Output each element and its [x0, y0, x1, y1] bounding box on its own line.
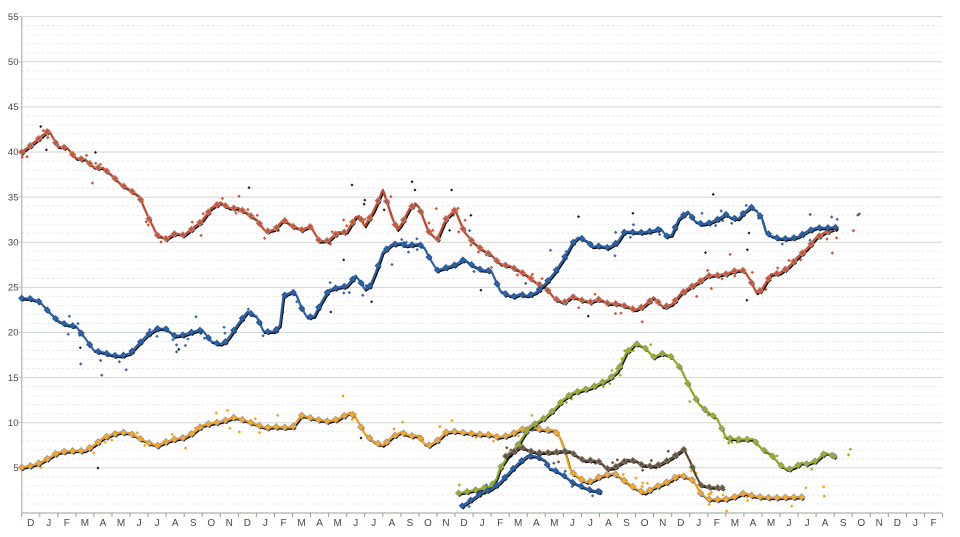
svg-text:O: O [207, 518, 215, 529]
svg-text:M: M [297, 518, 305, 529]
svg-text:J: J [353, 518, 358, 529]
svg-text:F: F [497, 518, 503, 529]
svg-text:A: A [822, 518, 829, 529]
svg-text:J: J [155, 518, 160, 529]
svg-text:J: J [805, 518, 810, 529]
svg-text:M: M [514, 518, 522, 529]
svg-text:30: 30 [8, 237, 19, 248]
svg-text:A: A [533, 518, 540, 529]
svg-text:N: N [659, 518, 666, 529]
svg-text:25: 25 [8, 283, 19, 294]
svg-text:N: N [876, 518, 883, 529]
svg-text:D: D [677, 518, 684, 529]
svg-text:O: O [857, 518, 865, 529]
svg-text:N: N [442, 518, 449, 529]
svg-text:D: D [894, 518, 901, 529]
svg-text:A: A [605, 518, 612, 529]
svg-text:S: S [407, 518, 414, 529]
svg-text:J: J [588, 518, 593, 529]
svg-text:J: J [570, 518, 575, 529]
svg-text:J: J [913, 518, 918, 529]
svg-text:O: O [641, 518, 649, 529]
svg-text:45: 45 [8, 102, 19, 113]
svg-text:F: F [714, 518, 720, 529]
svg-text:J: J [46, 518, 51, 529]
svg-text:D: D [244, 518, 251, 529]
svg-text:40: 40 [8, 147, 19, 158]
svg-text:J: J [696, 518, 701, 529]
svg-text:O: O [424, 518, 432, 529]
svg-text:M: M [731, 518, 739, 529]
svg-text:N: N [226, 518, 233, 529]
svg-text:S: S [190, 518, 197, 529]
svg-text:35: 35 [8, 192, 19, 203]
svg-text:55: 55 [8, 12, 19, 23]
svg-text:D: D [27, 518, 34, 529]
svg-text:S: S [623, 518, 630, 529]
svg-text:A: A [100, 518, 107, 529]
svg-text:M: M [550, 518, 558, 529]
svg-text:J: J [263, 518, 268, 529]
svg-text:J: J [480, 518, 485, 529]
svg-text:D: D [460, 518, 467, 529]
svg-text:A: A [388, 518, 395, 529]
svg-text:A: A [316, 518, 323, 529]
svg-text:5: 5 [13, 463, 18, 474]
svg-text:J: J [787, 518, 792, 529]
svg-text:15: 15 [8, 373, 19, 384]
svg-text:M: M [117, 518, 125, 529]
svg-text:A: A [172, 518, 179, 529]
svg-text:M: M [81, 518, 89, 529]
svg-text:M: M [767, 518, 775, 529]
svg-text:M: M [334, 518, 342, 529]
svg-text:20: 20 [8, 328, 19, 339]
svg-text:F: F [280, 518, 286, 529]
svg-text:F: F [64, 518, 70, 529]
svg-text:50: 50 [8, 57, 19, 68]
svg-text:J: J [371, 518, 376, 529]
svg-text:S: S [840, 518, 847, 529]
svg-text:10: 10 [8, 418, 19, 429]
svg-text:A: A [750, 518, 757, 529]
svg-text:F: F [930, 518, 936, 529]
svg-text:J: J [137, 518, 142, 529]
